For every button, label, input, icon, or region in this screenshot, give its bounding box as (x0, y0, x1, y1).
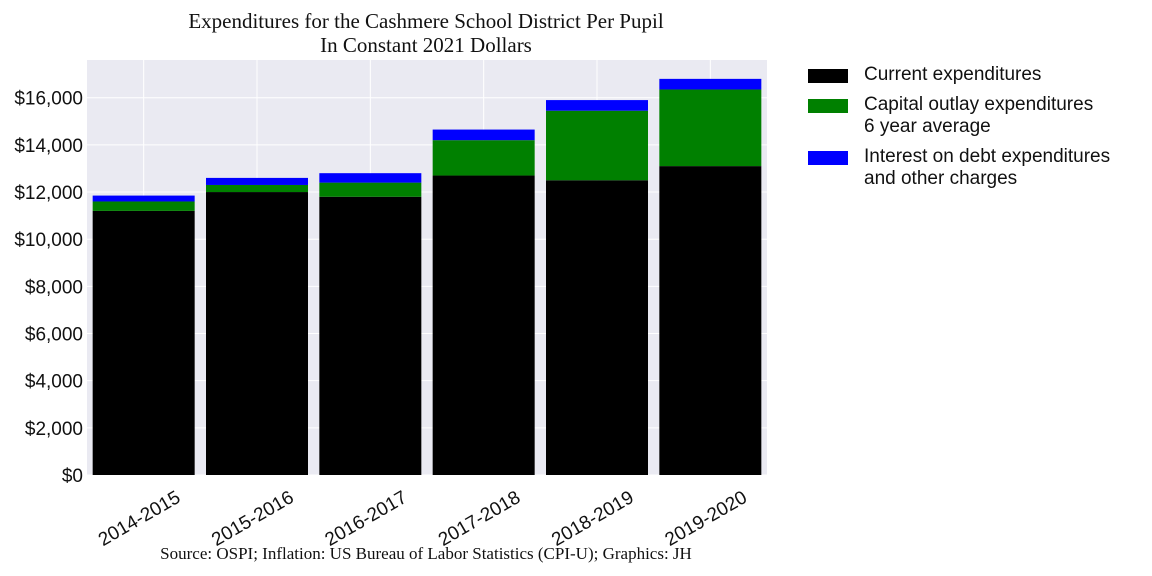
legend-swatch-interest (808, 151, 848, 165)
x-tick-label: 2014-2015 (95, 487, 184, 551)
plot-background (87, 60, 767, 475)
bar-segment-capital-4 (546, 110, 648, 181)
chart-title: Expenditures for the Cashmere School Dis… (188, 9, 664, 33)
y-tick-label: $0 (62, 466, 83, 487)
bar-segment-interest-0 (92, 195, 195, 202)
legend-label-interest: Interest on debt expenditures and other … (864, 146, 1111, 189)
legend-swatch-capital (808, 99, 848, 113)
y-tick-label: $12,000 (14, 183, 83, 204)
legend-swatch-current (808, 69, 848, 83)
legend-label-current: Current expenditures (864, 64, 1042, 85)
x-tick-label: 2018-2019 (548, 487, 637, 551)
legend-label-capital: Capital outlay expenditures 6 year avera… (864, 94, 1094, 137)
bar-segment-current-0 (92, 210, 195, 475)
bar-segment-capital-0 (92, 201, 195, 211)
bar-segment-capital-5 (659, 89, 762, 167)
bar-segment-interest-3 (432, 129, 535, 141)
bar-segment-interest-4 (546, 100, 648, 111)
bar-segment-current-4 (546, 180, 648, 475)
bar-segment-interest-1 (206, 177, 308, 185)
legend: Current expenditures Capital outlay expe… (808, 64, 1110, 198)
x-tick-label: 2015-2016 (208, 487, 297, 551)
source-caption: Source: OSPI; Inflation: US Bureau of La… (160, 544, 692, 563)
y-tick-label: $14,000 (14, 136, 83, 157)
chart-subtitle: In Constant 2021 Dollars (320, 33, 532, 57)
bar-segment-capital-3 (432, 140, 535, 176)
bar-segment-interest-2 (319, 173, 422, 183)
y-tick-label: $4,000 (25, 372, 83, 393)
y-tick-label: $2,000 (25, 419, 83, 440)
x-tick-label: 2017-2018 (435, 487, 524, 551)
bar-segment-current-5 (659, 166, 762, 475)
bar-segment-current-3 (432, 175, 535, 475)
y-tick-label: $16,000 (14, 89, 83, 110)
y-tick-label: $8,000 (25, 277, 83, 298)
y-tick-label: $6,000 (25, 325, 83, 346)
legend-item-capital: Capital outlay expenditures 6 year avera… (808, 94, 1110, 138)
x-tick-label: 2016-2017 (322, 487, 411, 551)
bar-segment-capital-1 (206, 184, 308, 193)
y-tick-label: $10,000 (14, 230, 83, 251)
bar-segment-current-2 (319, 196, 422, 476)
bar-segment-current-1 (206, 192, 308, 475)
legend-item-current: Current expenditures (808, 64, 1110, 86)
x-tick-label: 2019-2020 (662, 487, 751, 551)
legend-item-interest: Interest on debt expenditures and other … (808, 146, 1110, 190)
bar-segment-capital-2 (319, 182, 422, 197)
bar-segment-interest-5 (659, 78, 762, 90)
